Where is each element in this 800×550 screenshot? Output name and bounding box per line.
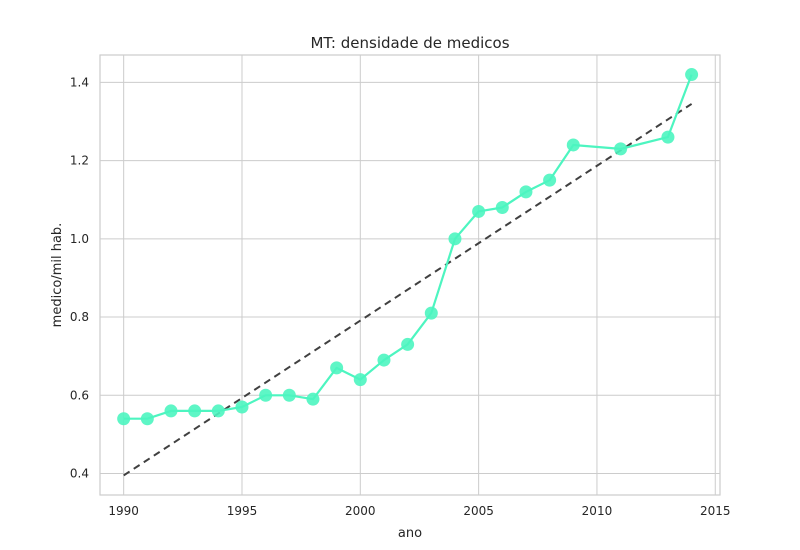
data-point: [282, 388, 296, 402]
y-tick-label: 0.6: [70, 388, 89, 402]
y-tick-label: 1.2: [70, 154, 89, 168]
data-point: [661, 130, 675, 144]
data-point: [685, 68, 699, 82]
data-point: [401, 337, 415, 351]
data-point: [614, 142, 628, 156]
y-tick-label: 1.0: [70, 232, 89, 246]
data-point: [117, 412, 131, 426]
x-tick-label: 1990: [108, 504, 139, 518]
data-point: [519, 185, 533, 199]
data-point: [543, 173, 557, 187]
data-point: [211, 404, 225, 418]
data-point: [495, 201, 509, 215]
data-point: [353, 373, 367, 387]
x-tick-label: 2005: [463, 504, 494, 518]
data-point: [306, 392, 320, 406]
data-point: [188, 404, 202, 418]
data-point: [472, 204, 486, 218]
x-tick-label: 2010: [582, 504, 613, 518]
data-point: [164, 404, 178, 418]
x-tick-label: 1995: [227, 504, 258, 518]
x-tick-label: 2015: [700, 504, 731, 518]
x-tick-label: 2000: [345, 504, 376, 518]
chart-title: MT: densidade de medicos: [310, 34, 509, 52]
y-axis-label: medico/mil hab.: [50, 223, 65, 328]
data-point: [448, 232, 462, 246]
data-point: [259, 388, 273, 402]
y-axis-ticks: 0.4 0.6 0.8 1.0 1.2 1.4: [70, 75, 89, 480]
grid: [100, 55, 720, 495]
data-point: [377, 353, 391, 367]
plot-area: [99, 54, 721, 496]
y-tick-label: 0.8: [70, 310, 89, 324]
data-point: [566, 138, 580, 152]
y-tick-label: 1.4: [70, 75, 89, 89]
x-axis-ticks: 1990 1995 2000 2005 2010 2015: [108, 504, 730, 518]
data-point: [235, 400, 249, 414]
data-point: [330, 361, 344, 375]
data-series-group: [117, 68, 699, 426]
data-point: [424, 306, 438, 320]
x-axis-label: ano: [398, 526, 422, 541]
data-point: [140, 412, 154, 426]
y-tick-label: 0.4: [70, 466, 89, 480]
